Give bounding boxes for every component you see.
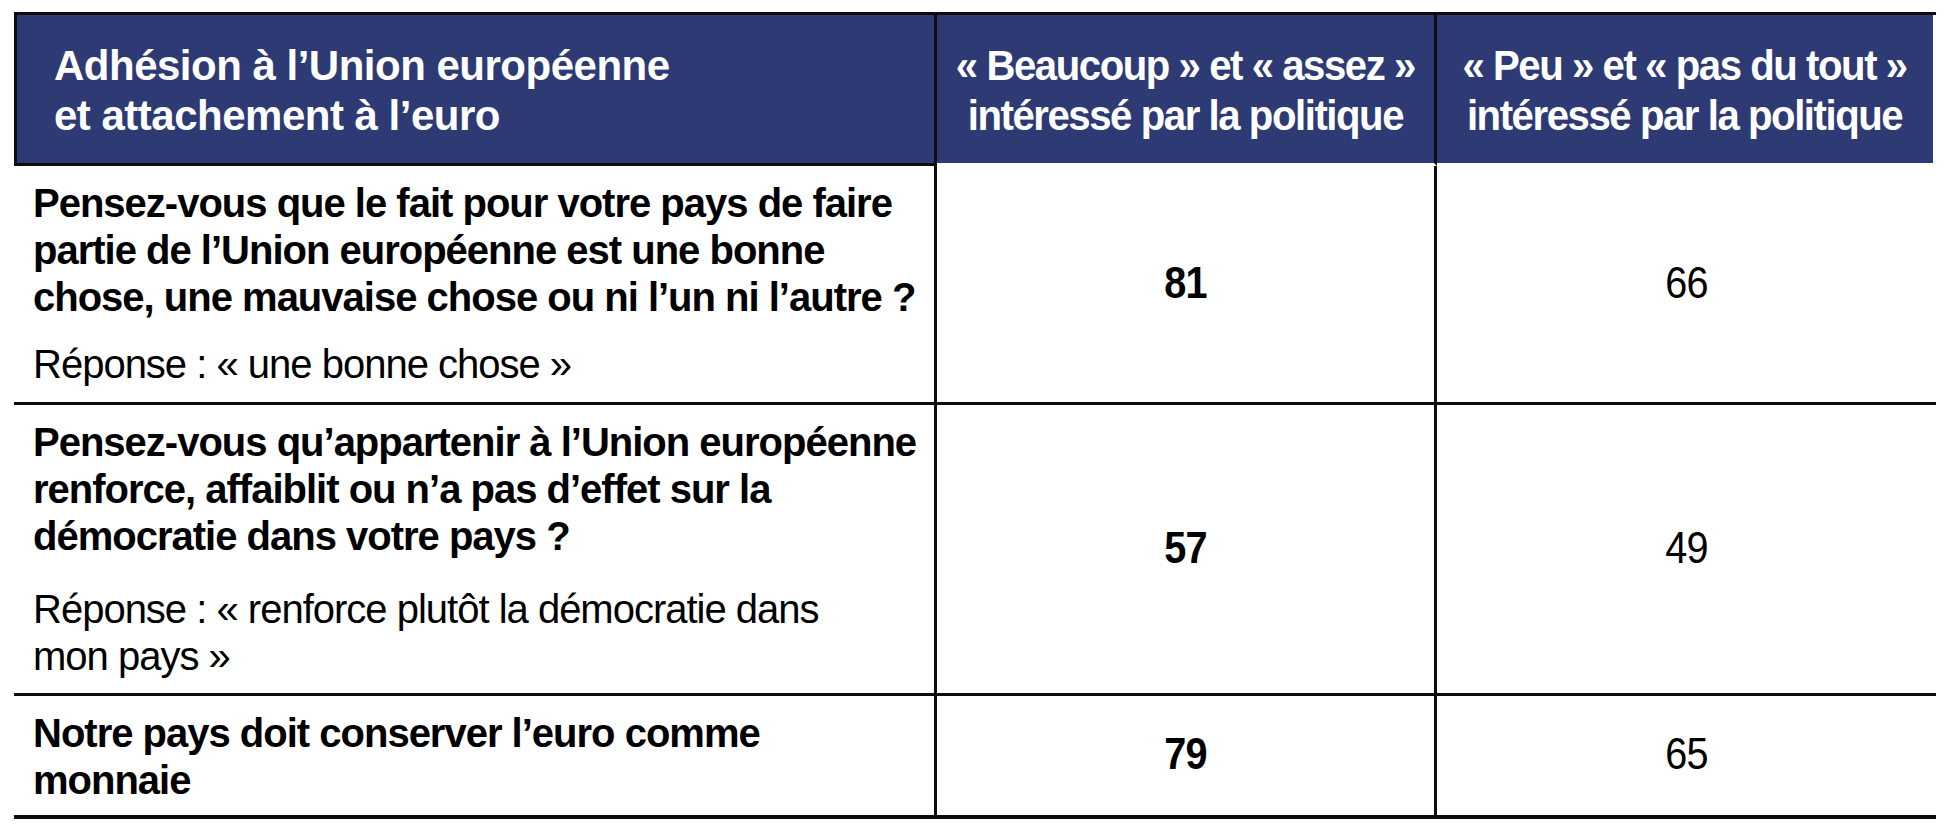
- header-col-not-interested: « Peu » et « pas du tout » intéressé par…: [1437, 15, 1936, 166]
- table-row-eu-democracy: Pensez-vous qu’appartenir à l’Union euro…: [14, 405, 1936, 696]
- header-col-interested: « Beaucoup » et « assez » intéressé par …: [937, 15, 1437, 166]
- value-not-interested: 49: [1437, 405, 1936, 696]
- header-not-interested-label: « Peu » et « pas du tout » intéressé par…: [1463, 41, 1907, 141]
- question-cell: Notre pays doit conserver l’euro comme m…: [14, 696, 937, 815]
- question-text: Pensez-vous que le fait pour votre pays …: [33, 180, 926, 321]
- value-interested: 79: [937, 696, 1437, 815]
- survey-table: Adhésion à l’Union européenne et attache…: [14, 12, 1936, 819]
- header-topic-label: Adhésion à l’Union européenne et attache…: [54, 41, 934, 141]
- value-text: 57: [1164, 524, 1206, 571]
- value-text: 65: [1665, 730, 1707, 777]
- answer-text: Réponse : « une bonne chose »: [33, 341, 926, 388]
- question-text: Pensez-vous qu’appartenir à l’Union euro…: [33, 419, 926, 560]
- header-interested-label: « Beaucoup » et « assez » intéressé par …: [956, 41, 1415, 141]
- value-interested: 57: [937, 405, 1437, 696]
- value-not-interested: 65: [1437, 696, 1936, 815]
- question-cell: Pensez-vous que le fait pour votre pays …: [14, 166, 937, 405]
- value-not-interested: 66: [1437, 166, 1936, 405]
- question-cell: Pensez-vous qu’appartenir à l’Union euro…: [14, 405, 937, 696]
- header-col-topic: Adhésion à l’Union européenne et attache…: [14, 15, 937, 166]
- value-interested: 81: [937, 166, 1437, 405]
- value-text: 81: [1164, 259, 1206, 306]
- table-header-row: Adhésion à l’Union européenne et attache…: [14, 15, 1936, 166]
- value-text: 49: [1665, 524, 1707, 571]
- table-row-eu-membership: Pensez-vous que le fait pour votre pays …: [14, 166, 1936, 405]
- question-text: Notre pays doit conserver l’euro comme m…: [33, 710, 926, 804]
- value-text: 79: [1164, 730, 1206, 777]
- table-row-keep-euro: Notre pays doit conserver l’euro comme m…: [14, 696, 1936, 815]
- value-text: 66: [1665, 259, 1707, 306]
- answer-text: Réponse : « renforce plutôt la démocrati…: [33, 586, 926, 680]
